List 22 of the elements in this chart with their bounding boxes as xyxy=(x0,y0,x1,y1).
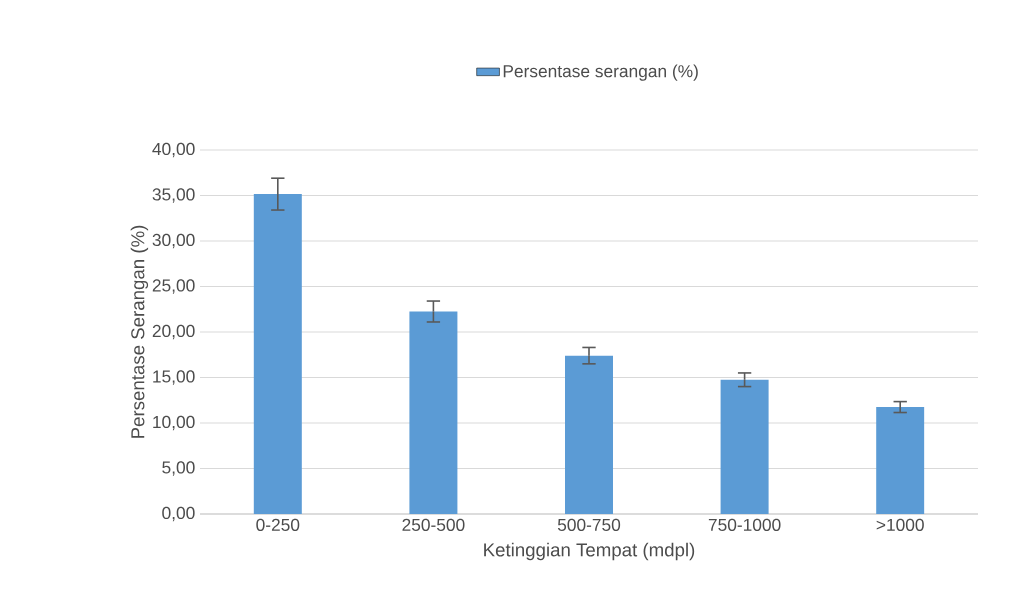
x-tick-label: 500-750 xyxy=(557,518,621,531)
bar xyxy=(565,355,613,514)
bar xyxy=(720,379,769,514)
x-tick-label: >1000 xyxy=(876,518,924,531)
y-tick-label: 5,00 xyxy=(162,461,195,476)
bar xyxy=(409,311,458,514)
x-tick-label: 0-250 xyxy=(256,518,300,531)
bar xyxy=(253,194,302,514)
x-tick-label: 750-1000 xyxy=(708,518,781,531)
bar xyxy=(876,407,925,514)
legend-label: Persentase serangan (%) xyxy=(503,64,698,81)
y-tick-label: 35,00 xyxy=(152,188,195,203)
y-tick-label: 10,00 xyxy=(153,415,195,431)
y-tick-label: 25,00 xyxy=(152,279,195,294)
y-tick-label: 40,00 xyxy=(152,142,195,158)
y-axis-title: Persentase Serangan (%) xyxy=(130,225,149,438)
y-tick-label: 20,00 xyxy=(152,324,195,340)
x-axis-title: Ketinggian Tempat (mdpl) xyxy=(484,542,695,561)
x-tick-label: 250-500 xyxy=(402,518,465,531)
y-tick-label: 30,00 xyxy=(152,233,195,249)
y-tick-label: 0,00 xyxy=(162,506,195,522)
y-tick-label: 15,00 xyxy=(153,370,195,385)
